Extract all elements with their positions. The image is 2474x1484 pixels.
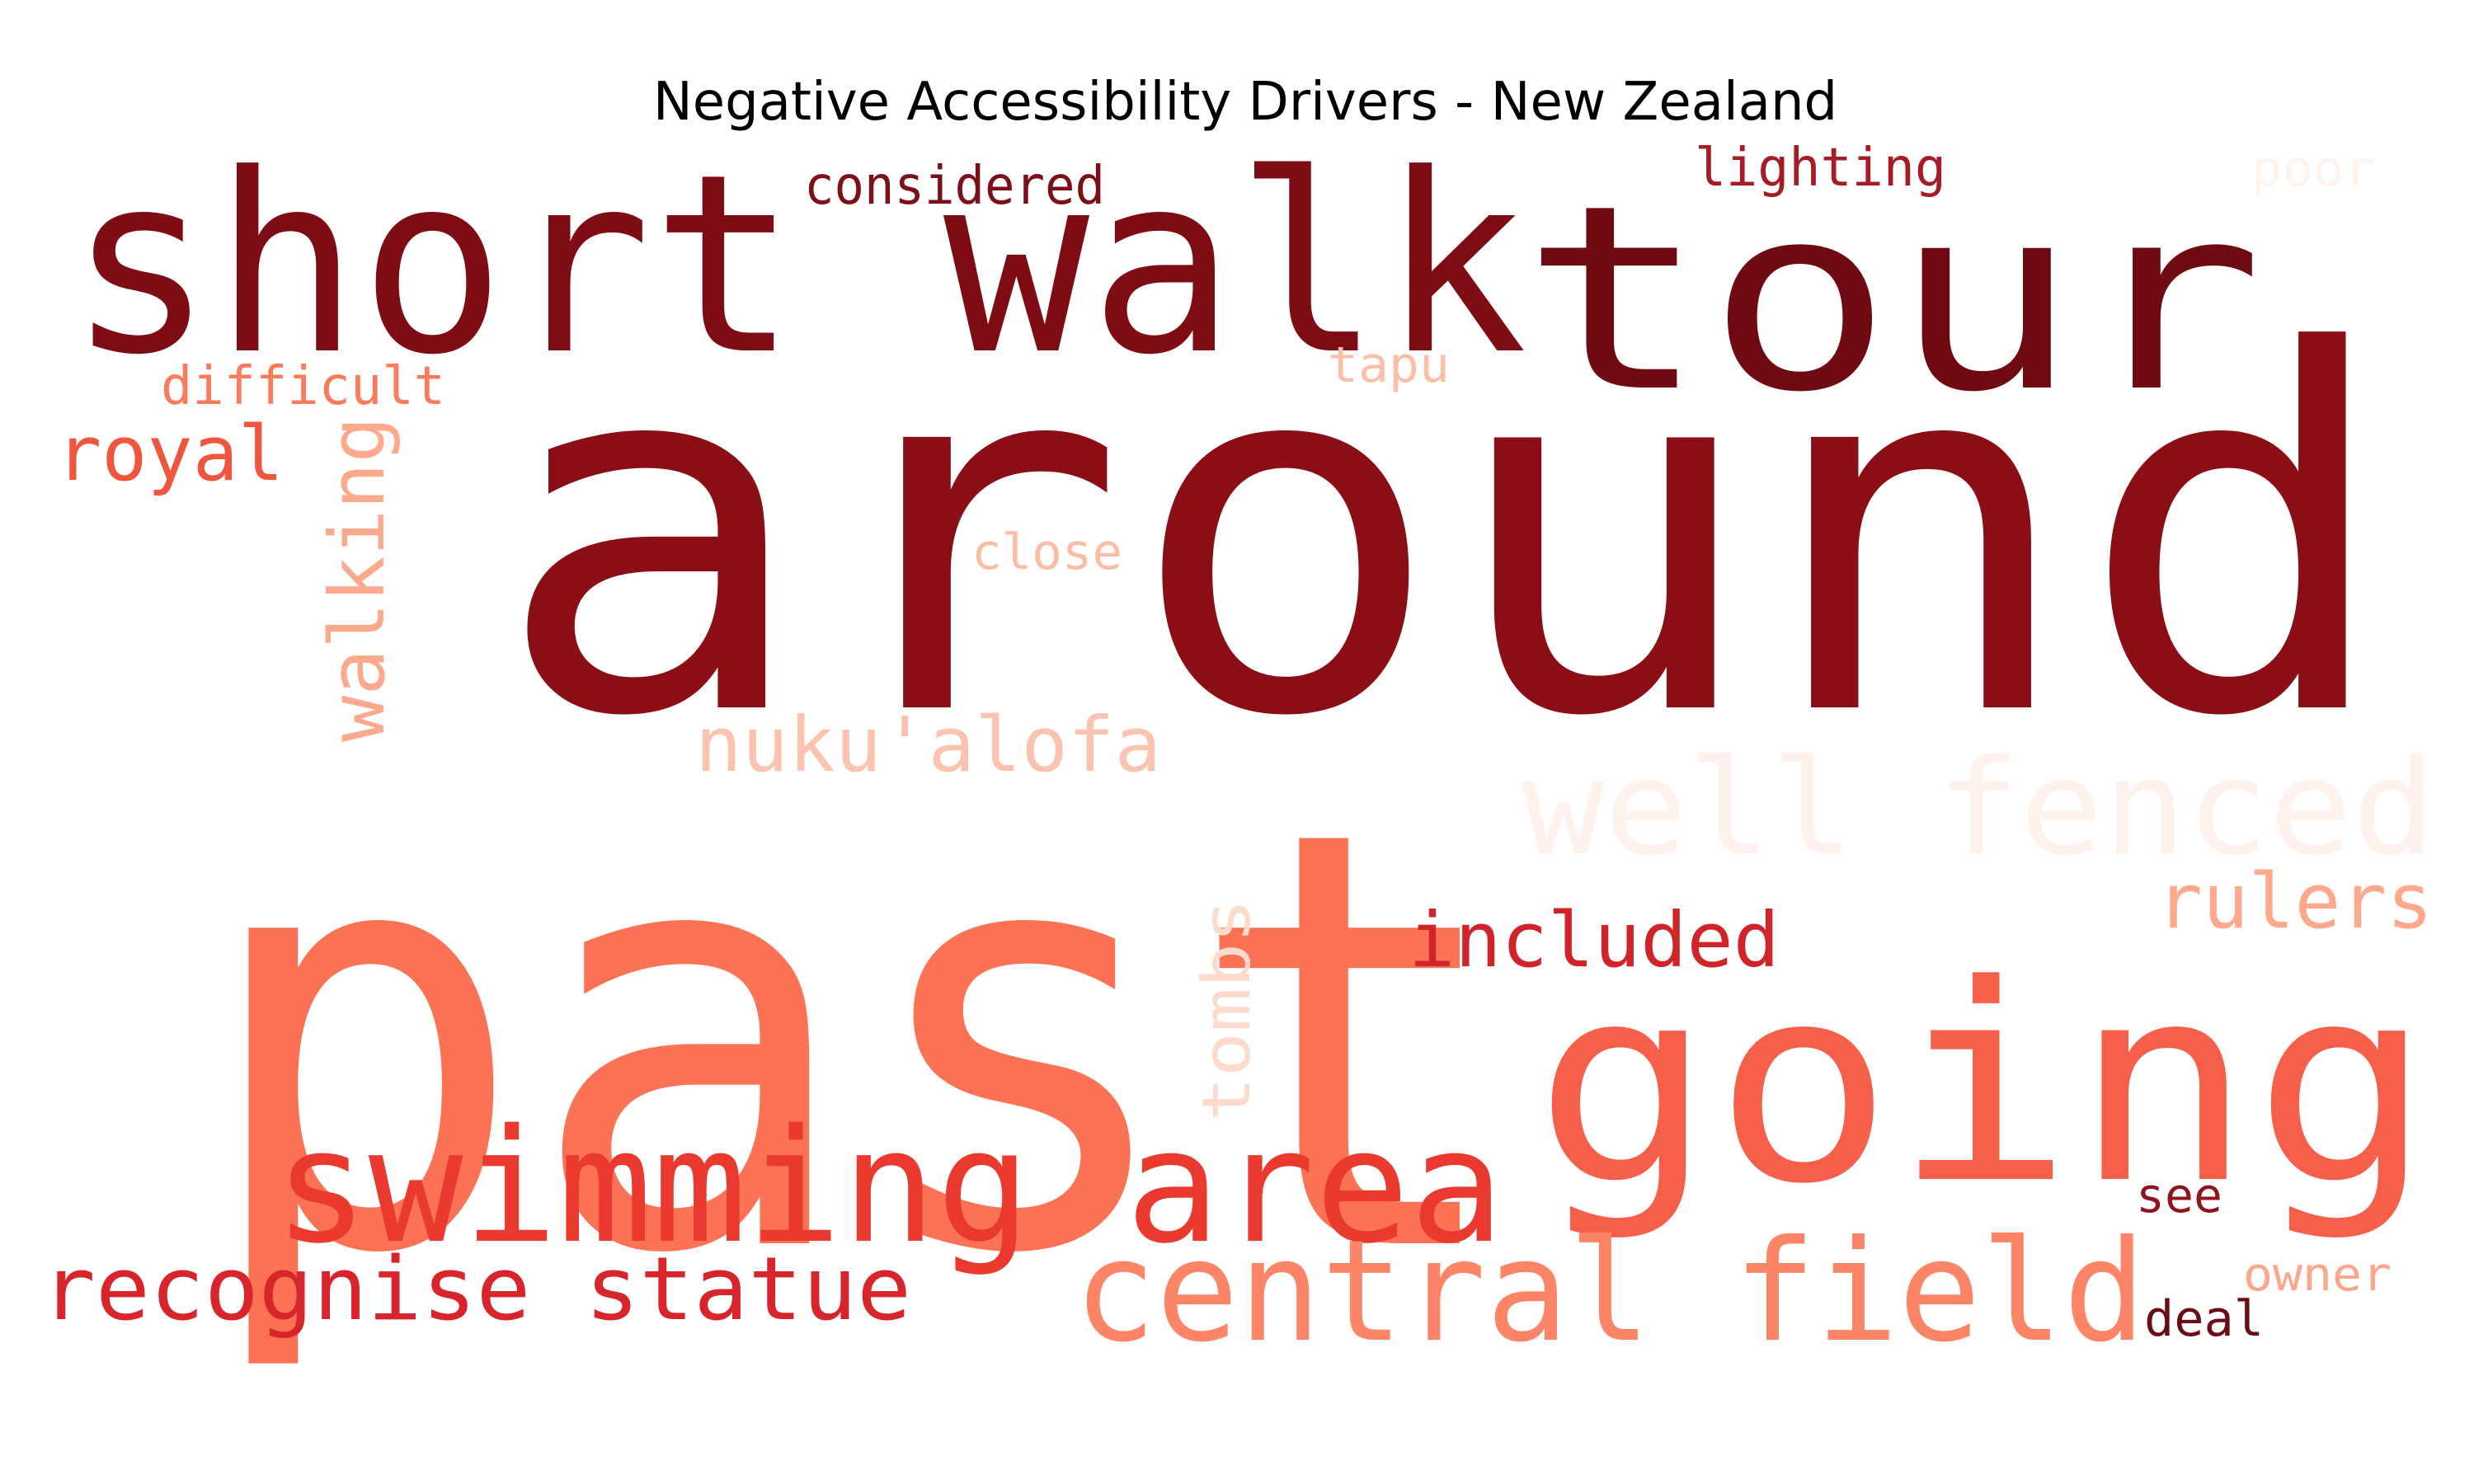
- word-tapu: tapu: [1328, 336, 1450, 394]
- word-recognise-statue: recognise statue: [41, 1238, 911, 1340]
- word-considered: considered: [804, 156, 1105, 217]
- word-tombs: tombs: [1188, 899, 1265, 1121]
- word-well-fenced: well fenced: [1522, 730, 2435, 885]
- word-walking: walking: [313, 416, 402, 742]
- word-see: see: [2136, 1167, 2222, 1223]
- word-going: going: [1534, 927, 2433, 1243]
- word-short-walk: short walk: [68, 121, 1527, 409]
- chart-title: Negative Accessibility Drivers - New Zea…: [653, 72, 1837, 133]
- word-lighting: lighting: [1695, 138, 1946, 199]
- word-central-field: central field: [1074, 1210, 2146, 1374]
- word-past: past: [198, 708, 1513, 1380]
- word-swimming-area: swimming area: [274, 1096, 1504, 1278]
- word-included: included: [1409, 896, 1780, 984]
- word-rulers: rulers: [2157, 857, 2433, 946]
- word-tour: tour: [1522, 151, 2264, 448]
- word-deal: deal: [2144, 1290, 2264, 1348]
- word-close: close: [971, 524, 1122, 581]
- word-owner: owner: [2243, 1248, 2392, 1302]
- word-royal: royal: [56, 410, 284, 498]
- word-poor: poor: [2251, 140, 2375, 198]
- word-around: around: [493, 248, 2395, 824]
- word-nuku-alofa: nuku'alofa: [695, 701, 1161, 789]
- word-difficult: difficult: [161, 356, 445, 417]
